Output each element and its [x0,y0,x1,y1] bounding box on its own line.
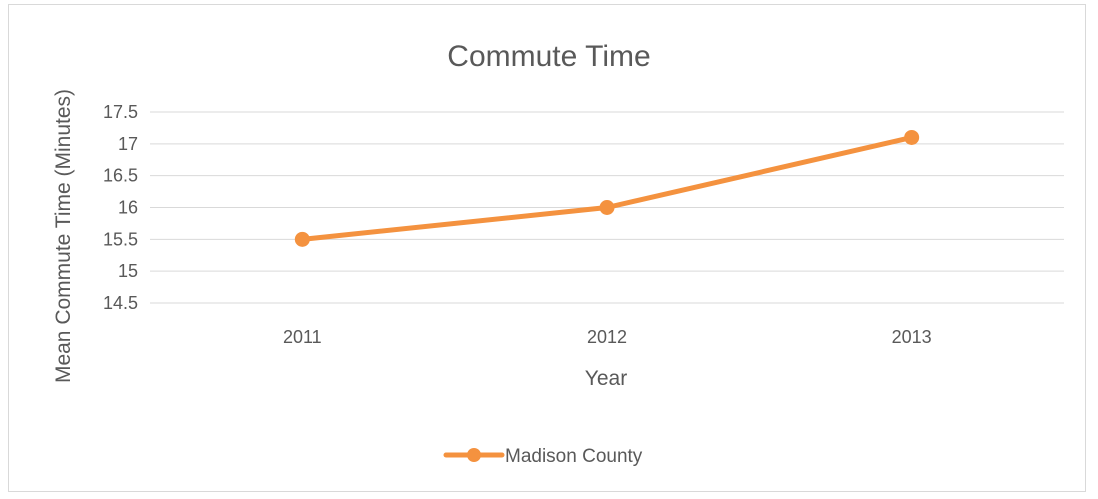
data-point-2013 [904,129,920,145]
data-point-2012 [599,200,615,215]
legend: Madison County [443,446,643,467]
x-tick-label: 2012 [587,327,627,347]
series-layer [294,129,920,247]
x-axis-ticks: 2011 2012 2013 [283,327,932,347]
legend-label-madison-county: Madison County [505,446,643,467]
y-tick-label: 16.5 [103,166,138,186]
chart-title: Commute Time [447,40,650,73]
y-tick-label: 17 [118,134,138,154]
y-tick-label: 17.5 [103,102,138,122]
y-tick-label: 14.5 [103,293,138,313]
data-point-2011 [294,231,310,247]
series-line-madison-county [299,134,915,242]
y-axis-ticks: 14.5 15 15.5 16 16.5 17 17.5 [103,102,138,313]
x-tick-label: 2011 [283,327,322,347]
y-axis-title: Mean Commute Time (Minutes) [52,89,75,383]
chart-frame [8,4,1086,492]
legend-marker-madison-county [467,448,481,462]
x-axis-title: Year [585,367,627,390]
y-tick-label: 16 [118,198,138,218]
x-tick-label: 2013 [892,327,932,347]
y-tick-label: 15.5 [103,229,138,249]
y-tick-label: 15 [118,261,138,281]
